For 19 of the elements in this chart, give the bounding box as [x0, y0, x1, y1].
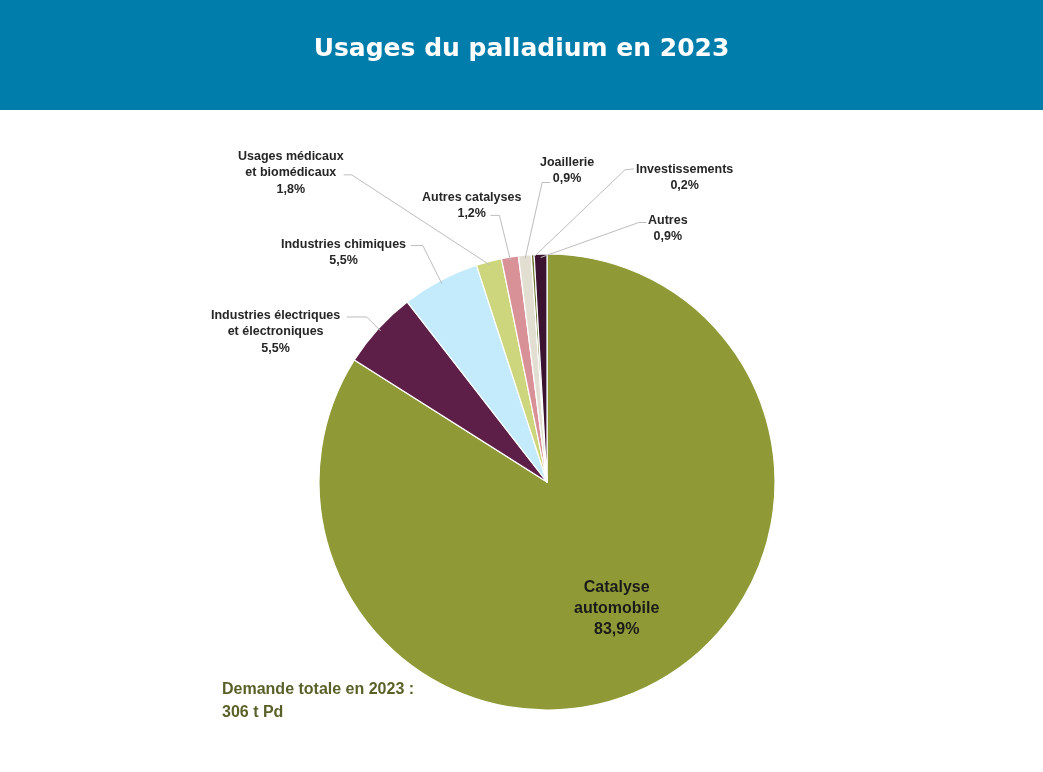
- text: 306 t Pd: [222, 703, 284, 720]
- data-label: 5,5%: [261, 340, 290, 355]
- data-label: 1,2%: [457, 206, 486, 221]
- slice-label: Industries électriques et électroniques: [211, 308, 341, 339]
- slice-label: Autres: [648, 213, 688, 227]
- slice-label: Autres catalyses: [422, 190, 522, 204]
- chart-title: Usages du palladium en 2023: [312, 32, 731, 64]
- text: Demande totale en 2023 :: [222, 680, 415, 697]
- slice-label: Industries chimiques: [281, 237, 407, 251]
- data-label: 0,2%: [670, 178, 699, 193]
- data-label: 0,9%: [552, 171, 582, 186]
- slice-label: Catalyse automobile: [574, 578, 660, 616]
- slice-label: Joaillerie: [540, 155, 595, 169]
- slice-label: Investissements: [636, 162, 734, 176]
- data-label: 83,9%: [593, 619, 640, 637]
- data-label: 5,5%: [329, 253, 358, 268]
- data-label: 1,8%: [276, 181, 306, 196]
- data-label: 0,9%: [653, 229, 683, 244]
- slice-label: Usages médicaux et biomédicaux: [238, 149, 344, 180]
